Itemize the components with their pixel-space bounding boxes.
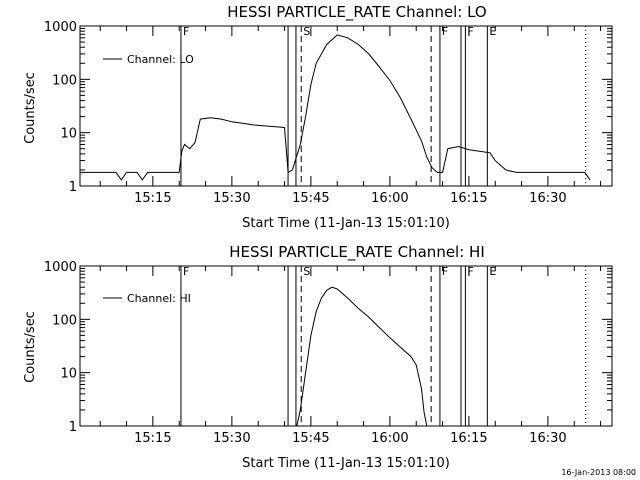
- hi-chart-title: HESSI PARTICLE_RATE Channel: HI: [229, 243, 485, 262]
- lo-legend: Channel: LO: [103, 53, 194, 66]
- hi-marker-letter: F: [442, 265, 448, 278]
- hi-y-axis-label: Counts/sec: [23, 311, 38, 383]
- lo-plot-frame: [79, 25, 613, 187]
- hi-channel-panel: HESSI PARTICLE_RATE Channel: HI Start Ti…: [23, 243, 613, 471]
- hi-plot-frame: [79, 265, 613, 427]
- hi-y-tick-label: 1: [69, 420, 77, 435]
- lo-x-tick-label: 15:30: [213, 191, 250, 206]
- hi-x-tick-label: 15:30: [213, 431, 250, 446]
- hi-y-tick-label: 10: [60, 367, 77, 382]
- lo-x-tick-label: 16:15: [450, 191, 487, 206]
- lo-x-axis-label: Start Time (11-Jan-13 15:01:10): [242, 216, 450, 231]
- lo-y-tick-label: 100: [52, 73, 77, 88]
- lo-x-tick-label: 16:30: [529, 191, 566, 206]
- lo-x-tick-label: 15:15: [134, 191, 171, 206]
- lo-y-tick-label: 1000: [44, 20, 77, 35]
- lo-marker-letter: S: [303, 25, 310, 38]
- hi-marker-letter: E: [489, 265, 496, 278]
- hi-marker-letter: S: [303, 265, 310, 278]
- hi-x-tick-label: 16:30: [529, 431, 566, 446]
- lo-marker-letter: F: [183, 25, 189, 38]
- lo-y-axis-label: Counts/sec: [23, 72, 38, 144]
- lo-series-line: [80, 34, 591, 181]
- lo-marker-letter: E: [489, 25, 496, 38]
- lo-chart-title: HESSI PARTICLE_RATE Channel: LO: [227, 3, 486, 22]
- lo-y-tick-label: 10: [60, 127, 77, 142]
- lo-marker-letter: F: [467, 25, 473, 38]
- hi-x-tick-label: 16:15: [450, 431, 487, 446]
- hi-x-axis-label: Start Time (11-Jan-13 15:01:10): [242, 456, 450, 471]
- lo-y-tick-label: 1: [69, 180, 77, 195]
- hi-x-tick-label: 16:00: [371, 431, 408, 446]
- lo-marker-letter: F: [442, 25, 448, 38]
- lo-channel-panel: HESSI PARTICLE_RATE Channel: LO Start Ti…: [23, 3, 613, 231]
- hi-legend-label: Channel: HI: [127, 292, 191, 305]
- lo-x-tick-label: 15:45: [292, 191, 329, 206]
- lo-legend-label: Channel: LO: [127, 53, 194, 66]
- hi-y-tick-label: 1000: [44, 260, 77, 275]
- hi-x-tick-label: 15:15: [134, 431, 171, 446]
- lo-x-tick-label: 16:00: [371, 191, 408, 206]
- hi-legend: Channel: HI: [103, 292, 191, 305]
- hi-marker-letter: F: [467, 265, 473, 278]
- date-stamp: 16-Jan-2013 08:00: [561, 468, 636, 477]
- hi-y-tick-label: 100: [52, 313, 77, 328]
- hi-series-line: [296, 286, 428, 427]
- hi-x-tick-label: 15:45: [292, 431, 329, 446]
- hi-marker-letter: F: [183, 265, 189, 278]
